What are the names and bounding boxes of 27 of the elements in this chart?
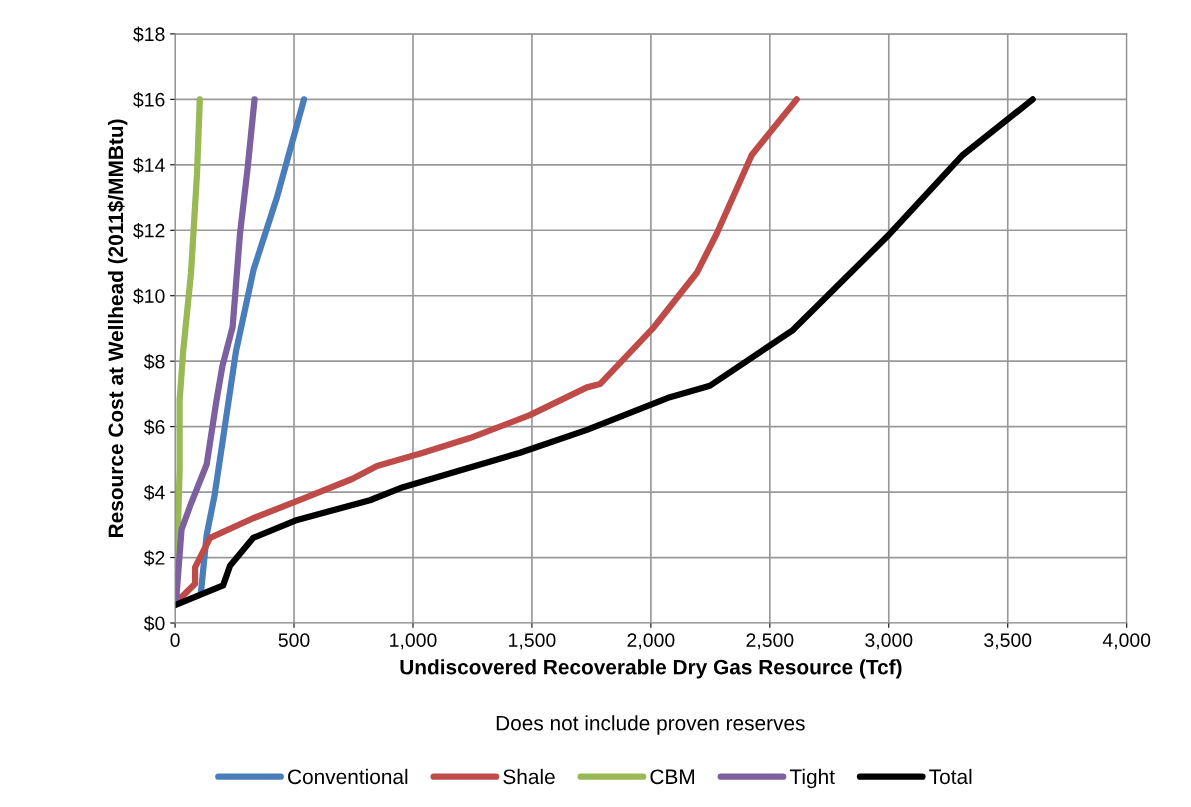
legend-label: Total [929,768,972,785]
y-axis-title: Resource Cost at Wellhead (2011$/MMBtu) [107,119,128,537]
y-tick-label: $10 [133,288,165,305]
y-tick-label: $4 [143,484,165,501]
x-tick-label: 2,000 [627,633,675,650]
y-tick-label: $16 [133,92,165,108]
x-tick-label: 4,000 [1102,633,1151,650]
x-tick-label: 1,500 [509,633,556,650]
y-tick-label: $0 [143,615,165,632]
x-tick-label: 3,500 [984,633,1032,650]
x-tick-label: 3,000 [865,633,913,650]
y-tick-label: $14 [133,157,165,174]
y-tick-label: $2 [143,550,165,566]
x-tick-label: 0 [170,633,180,648]
y-tick-label: $18 [133,26,165,43]
y-tick-label: $12 [133,222,165,239]
text: Does not include proven reserves [496,715,805,735]
legend-label: Shale [503,768,555,785]
x-tick-label: 500 [278,633,310,648]
y-tick-label: $6 [143,419,165,436]
legend-label: Tight [789,768,835,789]
x-axis-title: Undiscovered Recoverable Dry Gas Resource (Tcf) [400,659,902,679]
x-tick-label: 1,000 [390,633,437,650]
legend-label: Conventional [288,768,408,785]
y-tick-label: $8 [143,353,165,370]
legend-label: CBM [650,769,694,785]
x-tick-label: 2,500 [746,633,794,650]
